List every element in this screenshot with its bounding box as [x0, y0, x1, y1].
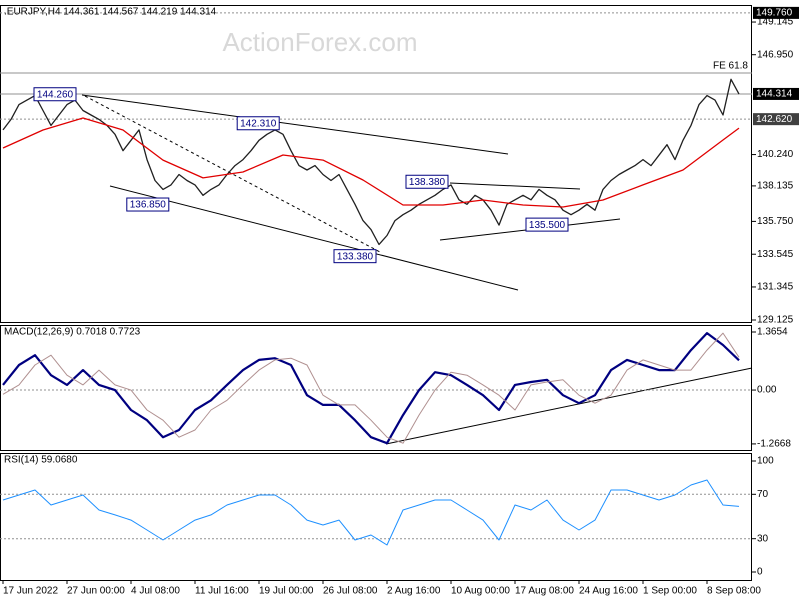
price-annotation: 136.850	[130, 200, 167, 211]
trend-line	[81, 94, 509, 155]
x-tick-label: 10 Aug 00:00	[451, 586, 510, 597]
level-label: 144.314	[756, 89, 793, 100]
y-tick-label: -1.2668	[757, 439, 791, 450]
price-annotation-box	[405, 174, 449, 189]
series-line	[2, 117, 740, 208]
price-annotation: 138.380	[409, 177, 446, 188]
level-label-box	[753, 87, 799, 100]
trend-lines	[81, 94, 753, 445]
level-label-box	[753, 6, 799, 19]
panel-title: RSI(14) 59.0680	[4, 455, 78, 466]
y-tick-label: 0.00	[757, 385, 777, 396]
y-tick-label: 131.345	[757, 282, 794, 293]
price-annotation: 133.380	[337, 251, 374, 262]
watermark: ActionForex.com	[222, 27, 417, 57]
y-tick-label: 138.135	[757, 181, 794, 192]
y-tick-label: 100	[757, 456, 774, 467]
price-annotation: 142.310	[240, 118, 277, 129]
panel-frame	[0, 325, 752, 451]
x-tick-label: 8 Sep 08:00	[707, 586, 761, 597]
panel-frame	[0, 453, 752, 581]
series-line	[2, 332, 740, 444]
y-tick-label: 129.125	[757, 315, 794, 326]
x-tick-label: 17 Jun 2022	[3, 586, 58, 597]
series-line	[2, 78, 740, 246]
x-tick-label: 26 Jul 08:00	[323, 586, 378, 597]
x-tick-label: 4 Jul 08:00	[131, 586, 180, 597]
price-annotation-box	[33, 87, 77, 102]
level-label: 142.620	[756, 114, 793, 125]
y-tick-label: 70	[757, 489, 769, 500]
y-tick-label: 140.240	[757, 149, 794, 160]
y-tick-label: 135.750	[757, 216, 794, 227]
trend-line	[84, 95, 381, 253]
x-tick-label: 27 Jun 00:00	[67, 586, 125, 597]
panel-title: .EURJPY,H4 144.361 144.567 144.219 144.3…	[4, 7, 217, 18]
price-annotation: 135.500	[529, 220, 566, 231]
x-tick-label: 24 Aug 16:00	[579, 586, 638, 597]
series-line	[2, 332, 740, 445]
x-tick-label: 1 Sep 00:00	[643, 586, 697, 597]
y-tick-label: 149.145	[757, 17, 794, 28]
price-annotation-box	[236, 116, 280, 131]
price-annotation-box	[333, 249, 377, 264]
level-label-box	[753, 113, 799, 126]
trend-line	[109, 185, 519, 291]
y-tick-label: 0	[757, 567, 763, 578]
price-annotation-box	[525, 217, 569, 232]
fe-label: FE 61.8	[713, 61, 748, 72]
y-tick-label: 30	[757, 533, 769, 544]
trend-line	[449, 182, 581, 190]
x-tick-label: 2 Aug 16:00	[387, 586, 441, 597]
panel-frame	[0, 5, 752, 323]
series-line	[2, 479, 740, 546]
y-tick-label: 1.3654	[757, 327, 788, 338]
y-tick-label: 133.545	[757, 249, 794, 260]
trend-line	[385, 367, 753, 445]
price-annotation: 144.260	[37, 89, 74, 100]
price-annotation-box	[126, 197, 170, 212]
panel-title: MACD(12,26,9) 0.7018 0.7723	[4, 327, 141, 338]
y-tick-label: 146.950	[757, 49, 794, 60]
x-tick-label: 11 Jul 16:00	[195, 586, 249, 597]
x-tick-label: 19 Jul 00:00	[259, 586, 314, 597]
x-tick-label: 17 Aug 08:00	[515, 586, 574, 597]
level-label: 149.760	[756, 8, 793, 19]
